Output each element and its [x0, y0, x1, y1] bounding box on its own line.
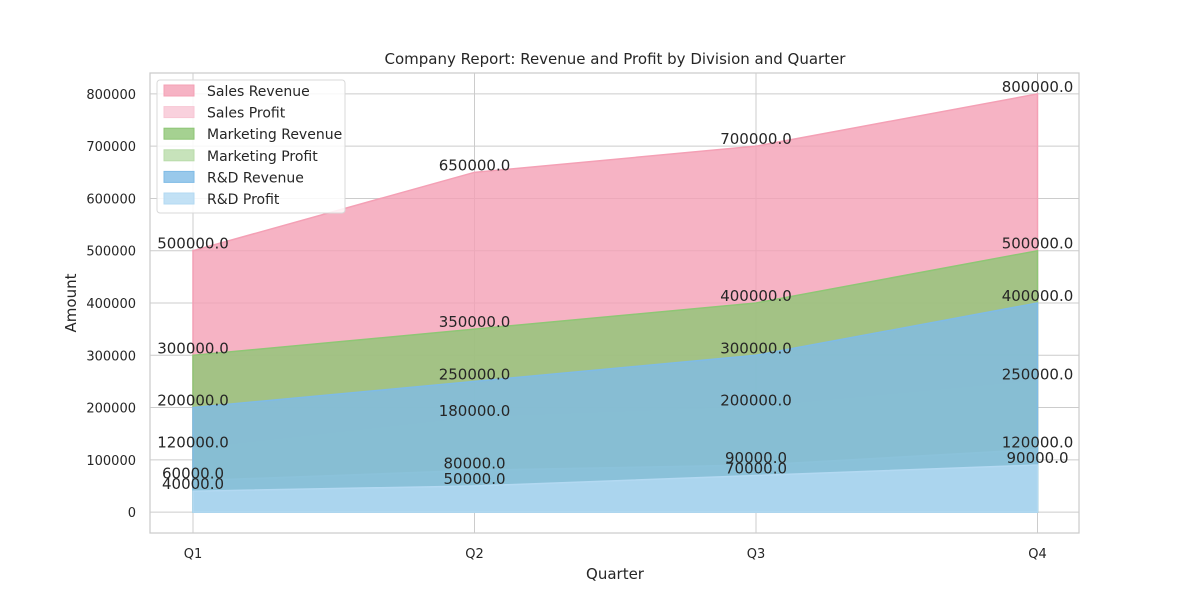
legend-swatch [163, 170, 195, 183]
data-label: 500000.0 [1002, 235, 1074, 253]
legend-label: Marketing Revenue [207, 127, 342, 143]
x-tick-label: Q1 [184, 547, 203, 562]
data-label: 90000.0 [1006, 449, 1068, 467]
legend-frame [156, 79, 346, 214]
x-tick-label: Q3 [747, 547, 766, 562]
legend-swatch [163, 192, 195, 205]
y-tick-label: 200000 [86, 402, 136, 417]
data-label: 80000.0 [443, 454, 505, 472]
data-label: 90000.0 [725, 449, 787, 467]
area-series-5 [192, 464, 1039, 513]
data-label: 400000.0 [720, 287, 792, 305]
data-label: 250000.0 [439, 365, 511, 383]
x-tick-labels: Q1 Q2 Q3 Q4 [184, 547, 1047, 562]
data-label: 800000.0 [1002, 78, 1074, 96]
data-label: 40000.0 [162, 475, 224, 493]
data-label: 70000.0 [725, 460, 787, 478]
legend-label: R&D Profit [207, 192, 280, 208]
data-label: 200000.0 [157, 392, 229, 410]
data-label: 250000.0 [1002, 365, 1074, 383]
data-label: 400000.0 [1002, 287, 1074, 305]
legend-label: Marketing Profit [207, 149, 318, 165]
legend-swatch [163, 106, 195, 119]
data-label: 300000.0 [720, 339, 792, 357]
data-label: 700000.0 [720, 130, 792, 148]
legend-label: Sales Profit [207, 106, 286, 122]
data-label: 120000.0 [157, 433, 229, 451]
y-tick-label: 600000 [86, 192, 136, 207]
y-tick-label: 500000 [86, 245, 136, 260]
legend-label: R&D Revenue [207, 170, 304, 186]
legend: Sales Revenue Sales Profit Marketing Reven… [156, 79, 346, 214]
data-labels: 500000.0 650000.0 700000.0 800000.0 120000.0… [157, 78, 1073, 493]
data-label: 500000.0 [157, 235, 229, 253]
data-label: 200000.0 [720, 392, 792, 410]
data-label: 50000.0 [443, 470, 505, 488]
y-axis-label: Amount [62, 273, 80, 332]
y-tick-labels: 0 100000 200000 300000 400000 500000 600000 700… [86, 88, 136, 521]
data-label: 120000.0 [1002, 433, 1074, 451]
legend-swatch [163, 149, 195, 162]
data-label: 350000.0 [439, 313, 511, 331]
chart-title: Company Report: Revenue and Profit by Di… [385, 50, 847, 68]
y-tick-label: 0 [128, 506, 136, 521]
y-tick-label: 400000 [86, 297, 136, 312]
data-label: 650000.0 [439, 156, 511, 174]
data-label: 300000.0 [157, 339, 229, 357]
x-tick-label: Q4 [1028, 547, 1047, 562]
y-tick-label: 100000 [86, 454, 136, 469]
y-tick-label: 300000 [86, 349, 136, 364]
data-label: 180000.0 [439, 402, 511, 420]
area-series [192, 93, 1039, 513]
legend-label: Sales Revenue [207, 84, 310, 100]
legend-swatch [163, 84, 195, 97]
plot-frame [149, 72, 1080, 534]
y-tick-label: 700000 [86, 140, 136, 155]
x-axis-label: Quarter [586, 565, 645, 583]
legend-swatch [163, 127, 195, 140]
data-label: 60000.0 [162, 465, 224, 483]
x-tick-label: Q2 [465, 547, 484, 562]
y-tick-label: 800000 [86, 88, 136, 103]
